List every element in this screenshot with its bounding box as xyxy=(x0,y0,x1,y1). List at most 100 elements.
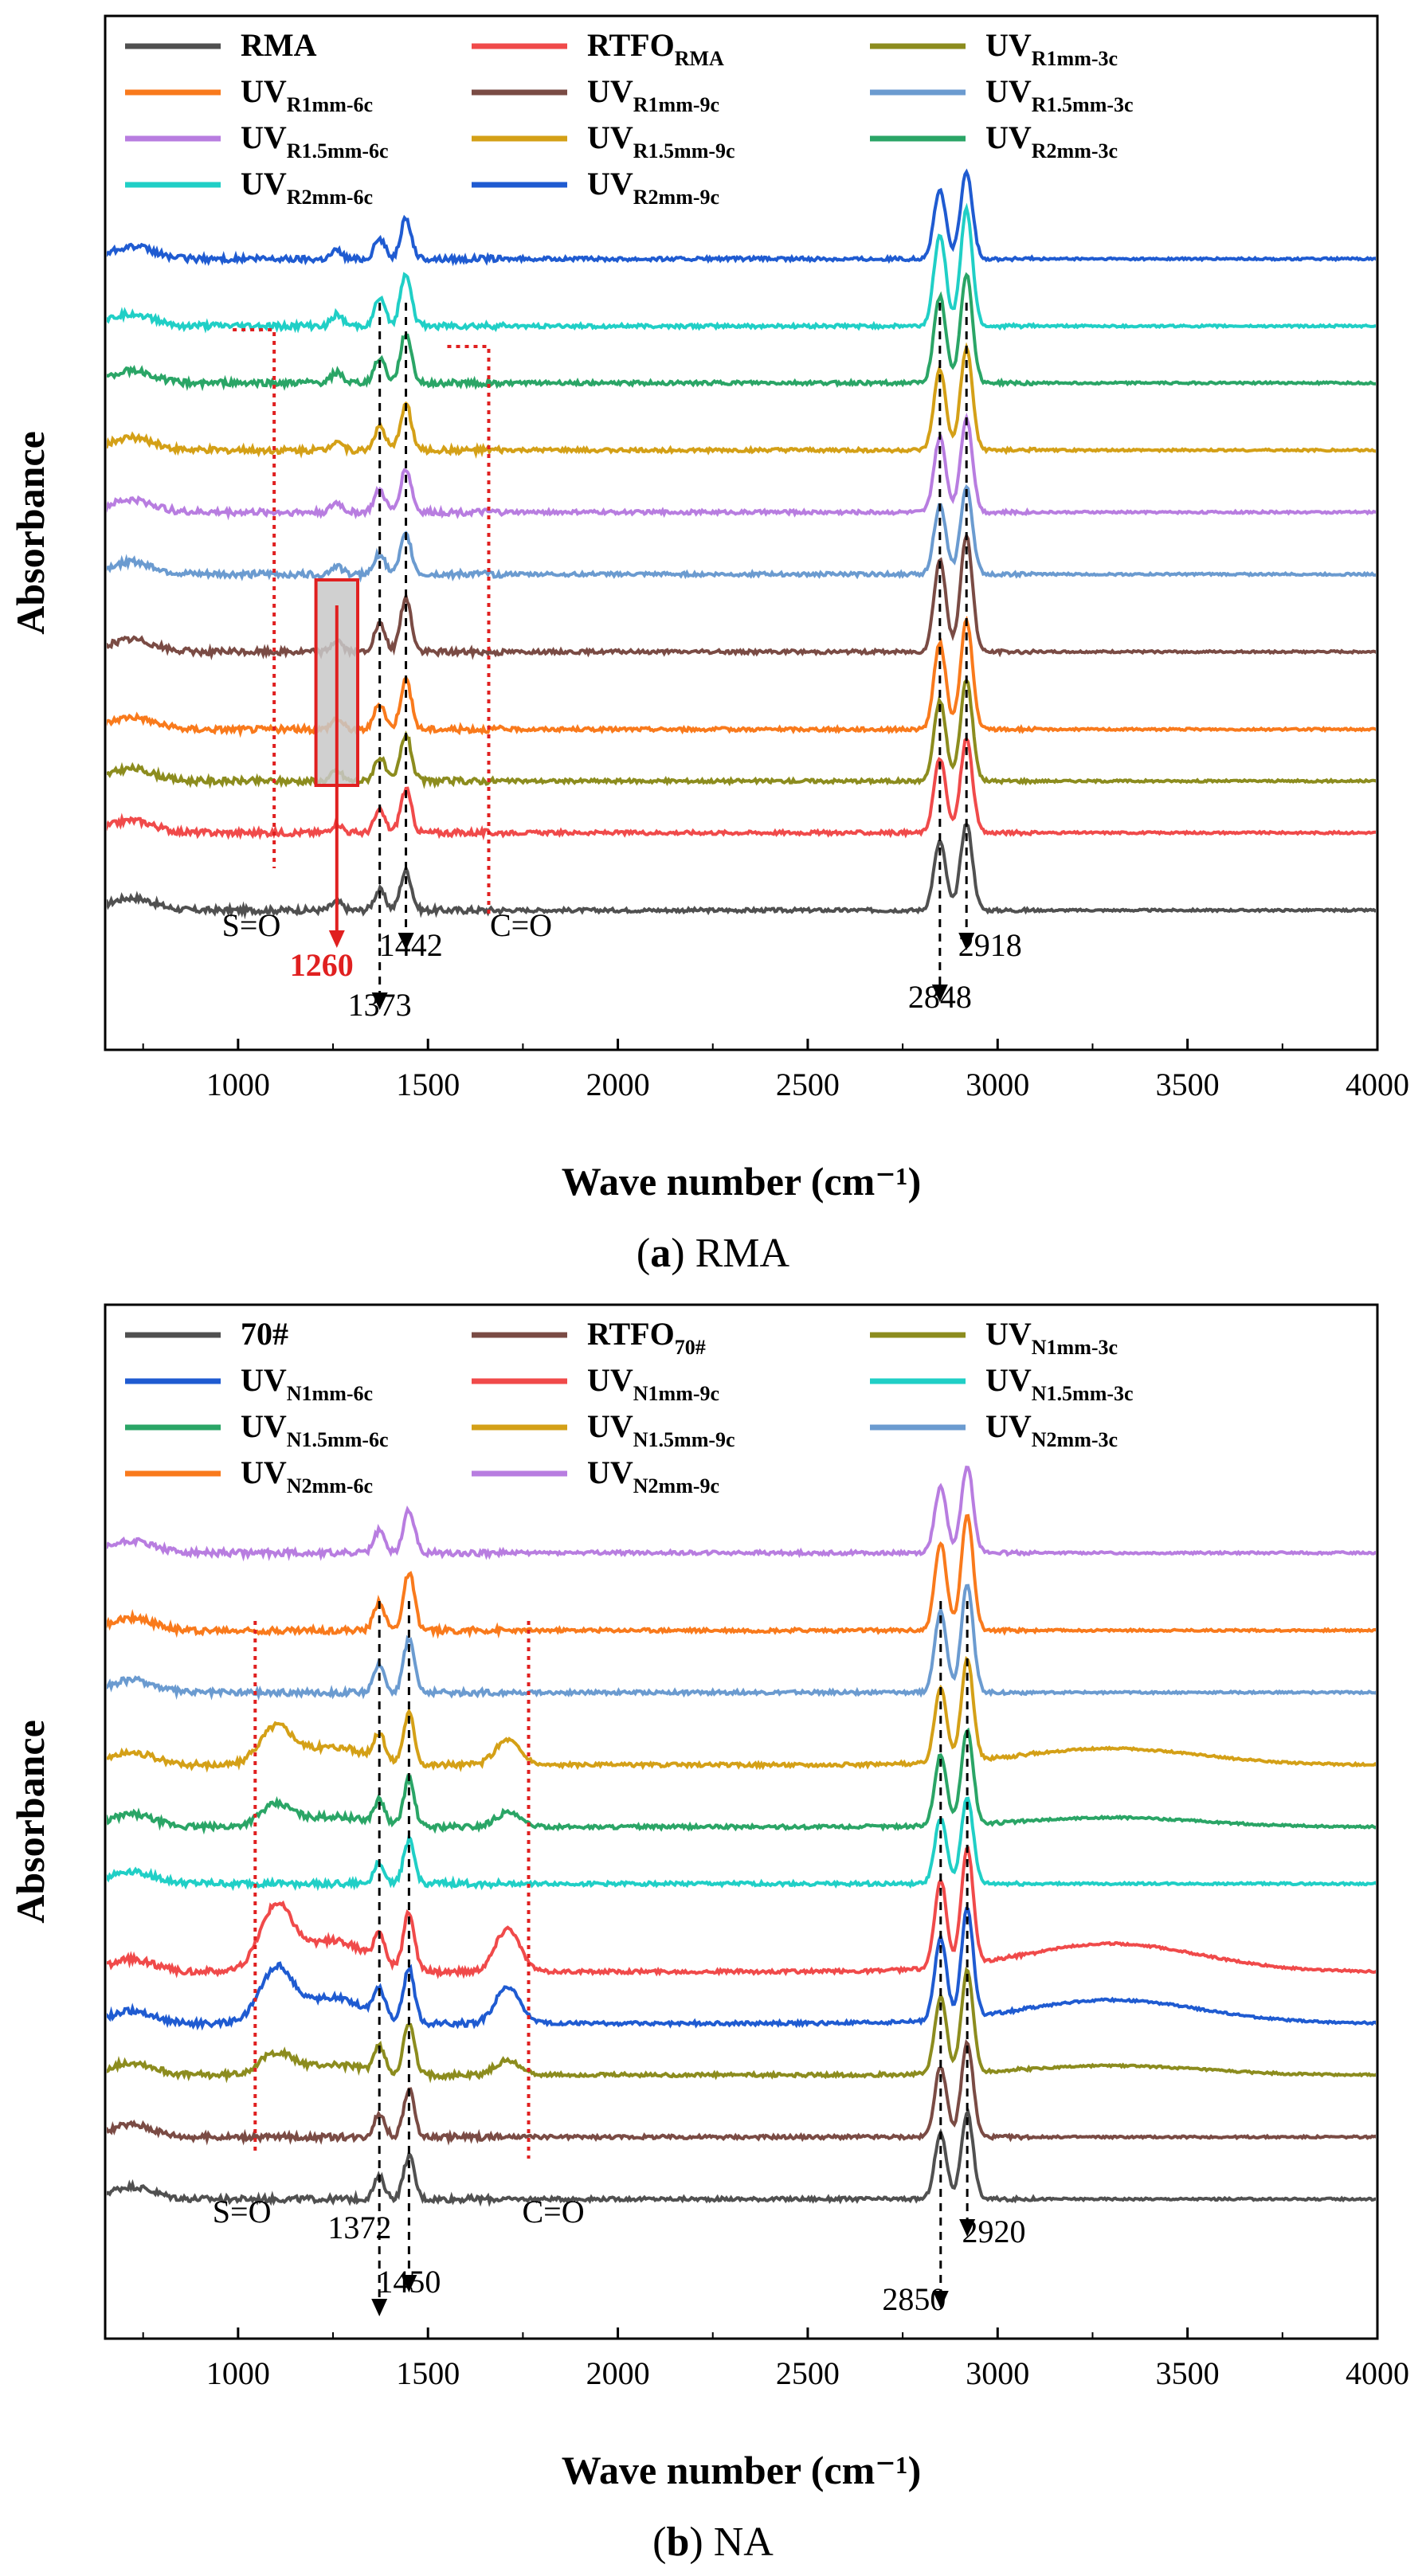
pb-legend-label: UVN2mm-3c xyxy=(985,1408,1118,1451)
pb-x-tick-label: 1500 xyxy=(396,2355,460,2391)
pa-legend-subscript: R1mm-9c xyxy=(633,93,719,116)
pb-x-tick-label: 1000 xyxy=(206,2355,270,2391)
pa-legend-item: UVR1mm-3c xyxy=(870,27,1118,70)
pa-series-line xyxy=(107,168,1376,267)
pa-legend-item: RMA xyxy=(125,27,317,63)
pb-caption-paren-open: ( xyxy=(652,2519,666,2565)
pb-legend-label: UVN1.5mm-9c xyxy=(587,1408,735,1451)
pa-legend-subscript: R1.5mm-9c xyxy=(633,139,735,162)
pb-legend-name: UV xyxy=(985,1316,1032,1352)
pb-legend-item: UVN1.5mm-3c xyxy=(870,1362,1134,1405)
pb-series-line xyxy=(107,1584,1376,1701)
pb-caption: (b) NA xyxy=(652,2519,774,2565)
pb-legend-item: 70# xyxy=(125,1316,288,1352)
pa-series-line xyxy=(107,615,1376,738)
pb-legend-subscript: N2mm-3c xyxy=(1032,1428,1118,1451)
pb-legend-item: RTFO70# xyxy=(472,1316,706,1359)
pa-legend-name: RTFO xyxy=(587,27,675,63)
pb-legend-item: UVN2mm-3c xyxy=(870,1408,1118,1451)
pa-legend-name: UV xyxy=(587,73,633,109)
pa-legend-label: RMA xyxy=(241,27,317,63)
pa-caption-paren-close: ) xyxy=(671,1231,695,1276)
pb-legend-item: UVN1mm-6c xyxy=(125,1362,373,1405)
pb-legend-subscript: N1mm-6c xyxy=(287,1382,373,1405)
pa-series-line xyxy=(107,342,1376,459)
pa-co-bracket xyxy=(447,345,491,916)
pb-group-label: C=O xyxy=(522,2194,584,2230)
pb-series-line xyxy=(107,1796,1376,1892)
pb-legend-label: 70# xyxy=(241,1316,288,1352)
pb-series-line xyxy=(107,1846,1376,1979)
pb-legend-item: UVN1.5mm-6c xyxy=(125,1408,389,1451)
pb-legend-item: UVN1mm-3c xyxy=(870,1316,1118,1359)
pa-legend-name: UV xyxy=(587,166,633,202)
pb-legend-label: UVN2mm-6c xyxy=(241,1454,373,1497)
pa-legend-item: UVR2mm-9c xyxy=(472,166,719,209)
pa-x-tick-label: 1000 xyxy=(206,1067,270,1102)
pb-caption-text: NA xyxy=(714,2519,774,2565)
pa-legend-name: UV xyxy=(241,73,287,109)
pa-legend-name: UV xyxy=(985,73,1032,109)
pb-legend-name: UV xyxy=(985,1362,1032,1398)
pa-x-tick-label: 3500 xyxy=(1156,1067,1220,1102)
pa-x-tick-label: 4000 xyxy=(1346,1067,1409,1102)
pa-peak-label: 1442 xyxy=(379,927,443,963)
pb-legend-name: UV xyxy=(985,1408,1032,1444)
pb-legend-subscript: N1mm-9c xyxy=(633,1382,719,1405)
pa-legend-subscript: R2mm-9c xyxy=(633,186,719,209)
pb-legend-name: RTFO xyxy=(587,1316,675,1352)
pb-series-line xyxy=(107,1656,1376,1773)
pa-so-bracket xyxy=(233,328,276,868)
pa-legend-item: RTFORMA xyxy=(472,27,724,70)
pb-legend-label: UVN1.5mm-6c xyxy=(241,1408,389,1451)
pa-legend-item: UVR1mm-6c xyxy=(125,73,373,116)
pa-peak-arrow xyxy=(371,992,388,1010)
pb-legend-label: RTFO70# xyxy=(587,1316,706,1359)
pa-legend-name: UV xyxy=(241,119,287,155)
pa-peak-arrow xyxy=(958,933,975,950)
pa-peak-arrow xyxy=(398,933,414,950)
pb-legend-name: UV xyxy=(241,1408,287,1444)
pa-plot-frame xyxy=(104,14,1379,1051)
pa-legend-subscript: RMA xyxy=(675,47,724,70)
pb-legend-label: UVN1mm-3c xyxy=(985,1316,1118,1359)
pa-peak-arrow xyxy=(931,985,948,1002)
pa-x-axis-title: Wave number (cm⁻¹) xyxy=(562,1159,922,1204)
pa-series-line xyxy=(107,412,1376,521)
pb-x-tick-label: 2500 xyxy=(776,2355,840,2391)
pb-series-line xyxy=(107,1513,1376,1639)
pa-1260-arrowhead xyxy=(328,930,345,948)
pb-peak-arrow xyxy=(932,2291,949,2308)
pb-legend-subscript: N2mm-6c xyxy=(287,1474,373,1497)
pa-x-tick-label: 3000 xyxy=(966,1067,1029,1102)
pb-legend-subscript: N2mm-9c xyxy=(633,1474,719,1497)
pb-legend-label: UVN1mm-6c xyxy=(241,1362,373,1405)
pa-legend-subscript: R1.5mm-3c xyxy=(1032,93,1134,116)
pb-x-tick-label: 2000 xyxy=(586,2355,650,2391)
pa-legend-name: RMA xyxy=(241,27,317,63)
pa-legend-label: UVR2mm-9c xyxy=(587,166,719,209)
pa-legend-label: RTFORMA xyxy=(587,27,724,70)
pa-legend-name: UV xyxy=(587,119,633,155)
pa-legend-label: UVR1.5mm-9c xyxy=(587,119,735,162)
pa-legend-label: UVR1.5mm-3c xyxy=(985,73,1134,116)
pb-y-axis-title: Absorbance xyxy=(8,1720,53,1924)
pa-legend-item: UVR1.5mm-9c xyxy=(472,119,735,162)
pa-group-label: C=O xyxy=(490,907,552,943)
pa-x-tick-label: 1500 xyxy=(396,1067,460,1102)
pb-legend-item: UVN1.5mm-9c xyxy=(472,1408,735,1451)
pa-series-line xyxy=(107,531,1376,660)
pb-legend-subscript: N1.5mm-6c xyxy=(287,1428,389,1451)
pb-x-tick-label: 3000 xyxy=(966,2355,1029,2391)
pa-legend-item: UVR1.5mm-6c xyxy=(125,119,389,162)
pb-legend-item: UVN2mm-9c xyxy=(472,1454,719,1497)
pb-legend-label: UVN1mm-9c xyxy=(587,1362,719,1405)
pa-legend-item: UVR1mm-9c xyxy=(472,73,719,116)
pa-legend-label: UVR1mm-3c xyxy=(985,27,1118,70)
pa-legend-label: UVR1.5mm-6c xyxy=(241,119,389,162)
pa-y-axis-title: Absorbance xyxy=(8,431,53,635)
pa-series-line xyxy=(107,272,1376,392)
pb-plot-frame xyxy=(104,1303,1379,2340)
pa-legend-subscript: R1mm-3c xyxy=(1032,47,1118,70)
pb-legend-name: UV xyxy=(587,1408,633,1444)
